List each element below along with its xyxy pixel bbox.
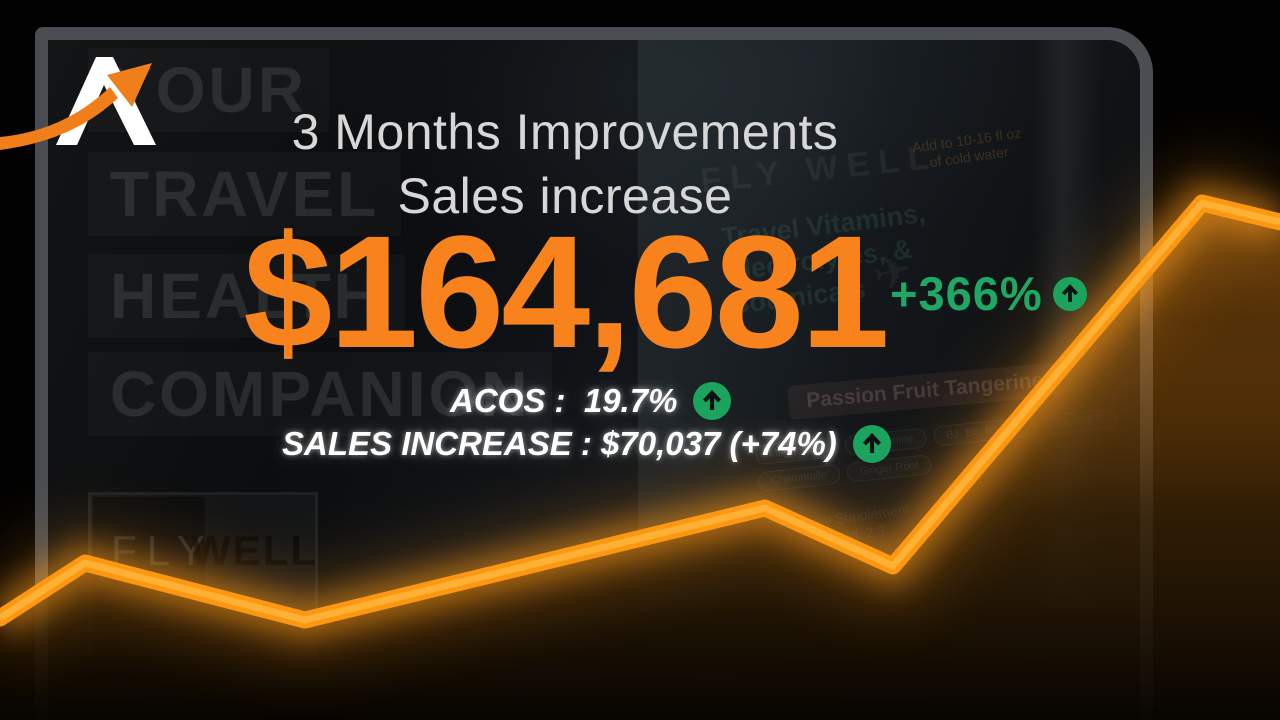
- product-ingredient-pill: B3, B6, B9, B12: [932, 415, 1038, 447]
- logo-arrow-swoosh: [0, 87, 118, 150]
- sales-increase-stat-row: SALES INCREASE : $70,037 (+74%): [282, 425, 891, 463]
- up-arrow-circle-icon: [852, 425, 891, 463]
- logo-arrow-head: [107, 63, 152, 107]
- sales-delta-badge: +366%: [890, 266, 1087, 321]
- growth-arrow-logo-icon: [0, 57, 156, 150]
- acos-stat-text: ACOS : 19.7%: [450, 382, 678, 419]
- product-ingredient-pill: Vitamin C: [1042, 407, 1118, 436]
- title-line-1: 3 Months Improvements: [291, 104, 839, 160]
- up-arrow-circle-icon: [693, 382, 732, 420]
- acos-stat-row: ACOS : 19.7%: [450, 382, 732, 420]
- brand-box-well-text: WELL: [191, 527, 318, 574]
- product-supplement-text: Dietary Supplement Net Wt. 2.3: [786, 500, 913, 553]
- sales-delta-value: +366%: [890, 267, 1043, 320]
- up-arrow-circle-icon: [1052, 276, 1087, 311]
- background-brand-logo-box: FLY WELL: [88, 492, 318, 656]
- sales-increase-stat-text: SALES INCREASE : $70,037 (+74%): [282, 425, 837, 462]
- product-ingredient-pill: Chamomile: [757, 463, 841, 493]
